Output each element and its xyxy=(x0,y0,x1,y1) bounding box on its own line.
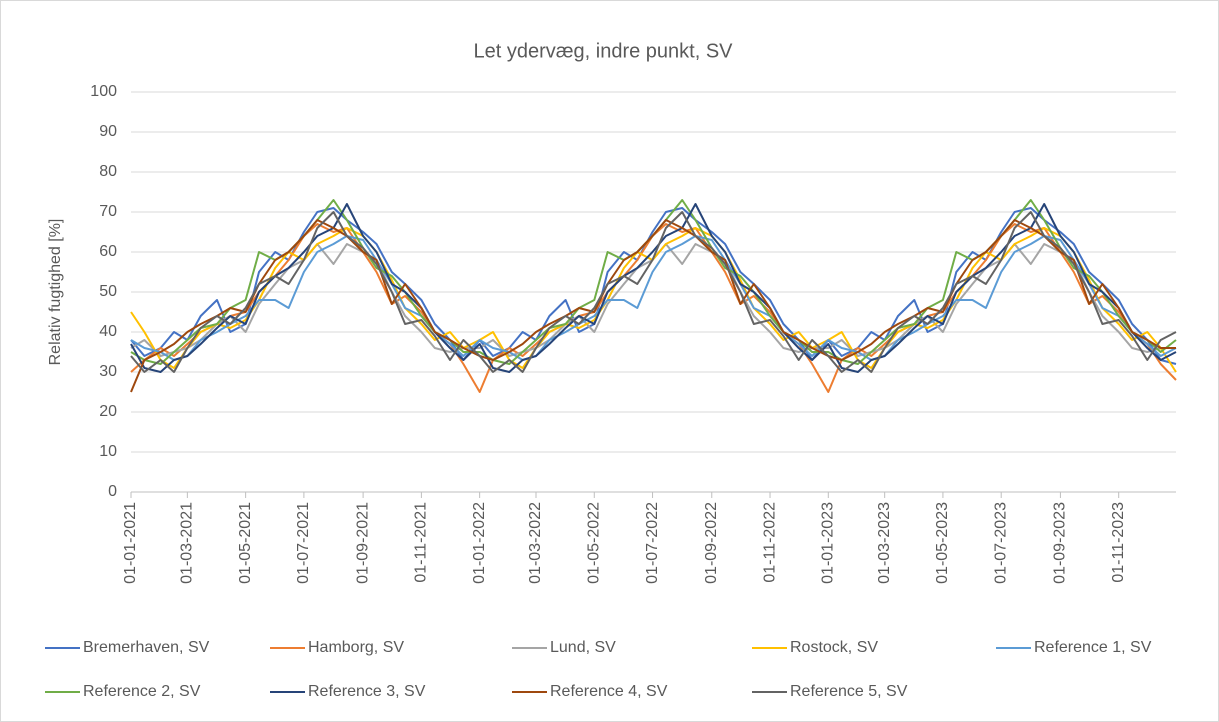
x-tick-label: 01-05-2023 xyxy=(934,502,951,584)
legend-label: Reference 1, SV xyxy=(1034,639,1152,656)
x-tick-label: 01-01-2023 xyxy=(820,502,837,584)
y-axis-label: Relativ fugtighed [%] xyxy=(47,219,64,366)
x-tick-label: 01-11-2021 xyxy=(413,502,430,583)
x-tick-label: 01-11-2023 xyxy=(1110,502,1127,583)
x-tick-label: 01-09-2022 xyxy=(703,502,720,584)
y-tick-label: 40 xyxy=(99,323,117,340)
x-tick-label: 01-05-2022 xyxy=(585,502,602,584)
x-tick-label: 01-11-2022 xyxy=(761,502,778,583)
series-line xyxy=(130,207,1177,365)
x-tick-label: 01-01-2021 xyxy=(122,502,139,584)
legend-label: Reference 5, SV xyxy=(790,683,908,700)
legend-label: Hamborg, SV xyxy=(308,639,404,656)
y-tick-label: 0 xyxy=(108,483,117,500)
legend-label: Reference 2, SV xyxy=(83,683,201,700)
legend-label: Lund, SV xyxy=(550,639,616,656)
x-tick-label: 01-07-2021 xyxy=(295,502,312,584)
series-line xyxy=(130,203,1177,373)
x-tick-label: 01-05-2021 xyxy=(237,502,254,584)
x-tick-label: 01-01-2022 xyxy=(471,502,488,584)
x-tick-label: 01-09-2023 xyxy=(1052,502,1069,584)
x-tick-label: 01-09-2021 xyxy=(354,502,371,584)
legend-label: Bremerhaven, SV xyxy=(83,639,210,656)
y-tick-label: 30 xyxy=(99,363,117,380)
legend-label: Reference 4, SV xyxy=(550,683,668,700)
series-line xyxy=(130,211,1177,373)
x-tick-label: 01-07-2023 xyxy=(992,502,1009,584)
series-line xyxy=(130,219,1176,393)
y-tick-label: 100 xyxy=(90,83,117,100)
y-tick-label: 60 xyxy=(99,243,117,260)
y-tick-label: 10 xyxy=(99,443,117,460)
y-tick-label: 20 xyxy=(99,403,117,420)
y-tick-label: 70 xyxy=(99,203,117,220)
x-tick-label: 01-07-2022 xyxy=(644,502,661,584)
y-tick-label: 50 xyxy=(99,283,117,300)
x-tick-label: 01-03-2022 xyxy=(527,502,544,584)
series-line xyxy=(130,235,1177,361)
x-tick-label: 01-03-2021 xyxy=(179,502,196,584)
x-tick-label: 01-03-2023 xyxy=(876,502,893,584)
y-tick-label: 90 xyxy=(99,123,117,140)
y-tick-label: 80 xyxy=(99,163,117,180)
legend-label: Reference 3, SV xyxy=(308,683,426,700)
legend-label: Rostock, SV xyxy=(790,639,878,656)
chart-title: Let ydervæg, indre punkt, SV xyxy=(473,40,733,62)
